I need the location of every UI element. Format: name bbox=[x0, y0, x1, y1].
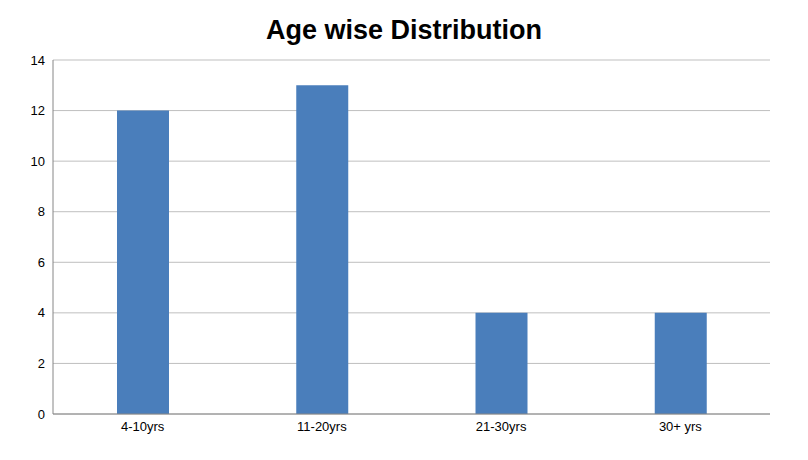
svg-text:6: 6 bbox=[38, 255, 45, 270]
svg-text:4: 4 bbox=[38, 305, 45, 320]
svg-text:4-10yrs: 4-10yrs bbox=[121, 419, 165, 434]
svg-text:10: 10 bbox=[31, 154, 45, 169]
svg-text:12: 12 bbox=[31, 103, 45, 118]
svg-text:21-30yrs: 21-30yrs bbox=[476, 419, 527, 434]
svg-text:14: 14 bbox=[31, 53, 45, 68]
svg-text:8: 8 bbox=[38, 204, 45, 219]
svg-text:30+ yrs: 30+ yrs bbox=[659, 419, 702, 434]
svg-text:11-20yrs: 11-20yrs bbox=[297, 419, 347, 434]
svg-text:2: 2 bbox=[38, 356, 45, 371]
svg-text:0: 0 bbox=[38, 407, 45, 422]
html-text:Age wise Distribution: Age wise Distribution bbox=[266, 15, 542, 45]
